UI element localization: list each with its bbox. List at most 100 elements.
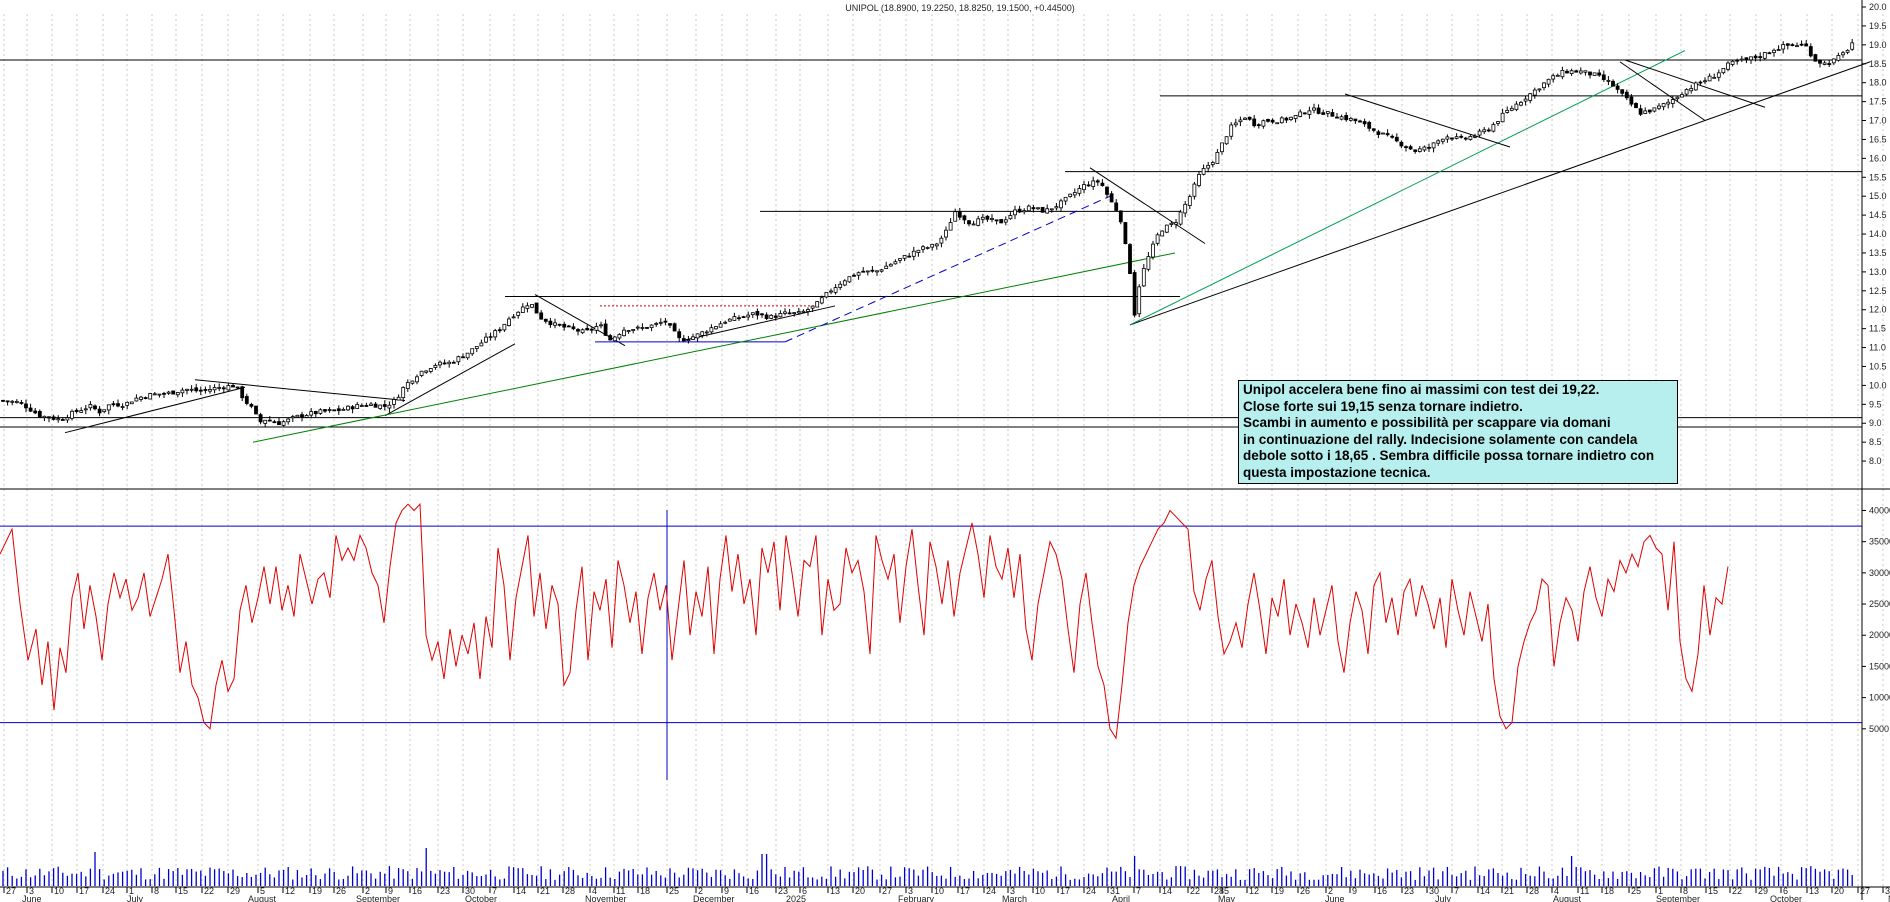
candle-body [83,408,88,411]
candle-body [125,401,130,406]
x-month-label: April [1112,894,1130,902]
x-tick-label: 12 [285,886,295,896]
candle-body [10,400,15,403]
candle-body [962,215,967,221]
candle-body [235,386,240,389]
trendline [384,343,516,417]
candle-body [1072,192,1077,196]
x-tick-label: 16 [749,886,759,896]
candle-body [1689,88,1694,92]
candle-body [1772,49,1776,53]
candle-body [336,408,341,412]
x-tick-label: 22 [204,886,214,896]
candle-body [1321,112,1326,115]
candle-body [281,421,286,426]
x-tick-label: 5 [1224,886,1229,896]
candle-body [1118,210,1123,223]
candle-body [663,320,668,323]
x-tick-label: 24 [986,886,996,896]
candle-body [1758,56,1763,59]
candle-body [1279,117,1284,124]
analysis-note-box: Unipol accelera bene fino ai massimi con… [1238,380,1678,484]
x-month-label: November [585,894,627,902]
candle-body [1574,70,1579,73]
candle-body [88,404,93,409]
candle-body [1197,174,1201,186]
candle-body [1486,129,1491,132]
candle-body [1252,118,1257,127]
candle-body [1592,72,1597,76]
candle-body [1781,44,1786,50]
candle-body [1735,59,1740,62]
candle-body [1266,119,1270,122]
candle-body [442,362,447,365]
candle-body [1174,222,1178,225]
trendline [784,195,1111,343]
x-month-label: July [127,894,144,902]
x-tick-label: 21 [1504,886,1514,896]
candle-body [1091,180,1096,187]
trendline [64,386,246,434]
trendline [684,305,836,341]
candle-body [622,329,626,337]
note-line: Scambi in aumento e possibilità per scap… [1243,415,1611,430]
candle-body [70,410,74,419]
candle-body [599,324,603,327]
y-tick-label: 18.0 [1869,78,1887,88]
y-tick-label: 12.5 [1869,286,1887,296]
y-tick-label: 15.0 [1869,191,1887,201]
candle-body [1105,186,1109,195]
candle-body [727,318,732,322]
candle-body [1289,116,1293,120]
candle-body [171,390,176,395]
candle-body [1666,101,1671,105]
x-month-label: July [1435,894,1452,902]
candle-body [525,305,530,309]
candle-body [884,265,889,269]
x-tick-label: 20 [1834,886,1844,896]
candle-body [875,270,879,273]
x-tick-label: 13 [1809,886,1819,896]
candle-body [290,416,295,419]
candle-body [566,325,571,328]
candle-body [764,314,769,319]
candle-body [911,250,916,257]
candle-body [1436,140,1441,144]
candle-body [382,404,387,407]
x-tick-label: 9 [388,886,393,896]
x-tick-label: 30 [1429,886,1439,896]
candle-body [1643,110,1648,114]
candle-body [589,328,594,331]
trendline [1129,61,1871,326]
candle-body [1077,188,1082,194]
candle-body [999,219,1004,224]
candle-body [1045,208,1050,214]
candle-body [355,404,360,409]
candle-body [1059,200,1063,209]
candle-body [1413,149,1418,152]
candle-body [1496,121,1500,124]
candle-body [1850,42,1855,50]
candle-body [37,410,42,418]
candle-body [240,386,245,399]
candle-body [824,291,829,298]
candle-body [1270,119,1275,123]
candle-body [842,280,847,286]
candle-body [106,404,111,411]
candle-body [1063,196,1068,202]
candle-body [1537,88,1542,91]
candle-body [617,334,622,339]
candle-body [640,327,645,329]
candle-body [1601,74,1606,80]
x-tick-label: 17 [79,886,89,896]
y-tick-label: 19.0 [1869,40,1887,50]
y-tick-label: 13.5 [1869,248,1887,258]
candle-body [557,323,562,326]
x-tick-label: 23 [1404,886,1414,896]
candle-body [461,356,465,359]
candle-body [1634,103,1638,109]
note-line: questa impostazione tecnica. [1243,464,1431,480]
candle-body [1215,152,1220,164]
candle-body [1275,122,1280,125]
y-tick-label: 30000 [1869,568,1890,578]
